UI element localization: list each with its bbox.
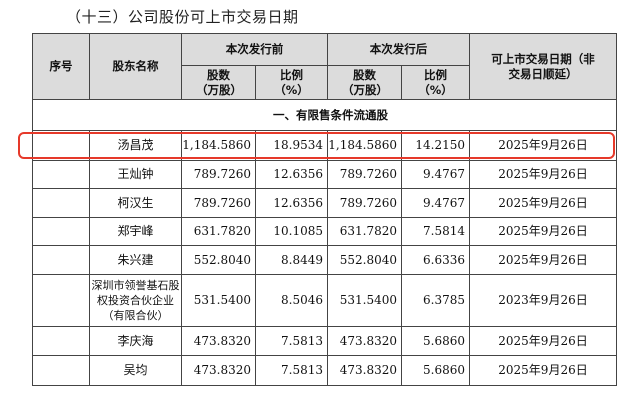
cell-shares-after: 631.7820 <box>327 217 402 246</box>
cell-ratio-before: 12.6356 <box>255 160 328 189</box>
header-holder-name: 股东名称 <box>89 33 182 100</box>
document-section-title: （十三）公司股份可上市交易日期 <box>66 8 299 26</box>
table-row: 汤昌茂 1,184.5860 18.9534 1,184.5860 14.2150 202… <box>32 130 617 161</box>
header-shares-before-text: 股数（万股） <box>196 67 242 97</box>
table-row: 柯汉生 789.7260 12.6356 789.7260 9.4767 2025年9月2… <box>32 188 617 218</box>
cell-ratio-after: 9.4767 <box>401 160 470 189</box>
cell-holder-name: 吴均 <box>89 355 182 386</box>
cell-listing-date: 2025年9月26日 <box>469 355 617 386</box>
cell-shares-after: 473.8320 <box>327 326 402 356</box>
cell-listing-date: 2025年9月26日 <box>469 160 617 189</box>
cell-shares-after: 531.5400 <box>327 274 402 327</box>
cell-ratio-before: 18.9534 <box>255 130 328 161</box>
cell-holder-name: 朱兴建 <box>89 245 182 275</box>
cell-ratio-before: 8.8449 <box>255 245 328 275</box>
cell-ratio-before: 7.5813 <box>255 326 328 356</box>
cell-listing-date: 2025年9月26日 <box>469 217 617 246</box>
cell-ratio-before: 8.5046 <box>255 274 328 327</box>
cell-ratio-after: 14.2150 <box>401 130 470 161</box>
cell-listing-date: 2023年9月26日 <box>469 274 617 327</box>
table-row: 吴均 473.8320 7.5813 473.8320 5.6860 2025年9月26日 <box>32 355 617 386</box>
cell-holder-name: 深圳市领誉基石股权投资合伙企业（有限合伙） <box>89 274 182 327</box>
cell-holder-name: 李庆海 <box>89 326 182 356</box>
cell-holder-name: 郑宇峰 <box>89 217 182 246</box>
header-shares-after-text: 股数（万股） <box>342 67 388 97</box>
cell-shares-before: 789.7260 <box>181 188 256 218</box>
cell-ratio-after: 7.5814 <box>401 217 470 246</box>
cell-listing-date: 2025年9月26日 <box>469 130 617 161</box>
cell-ratio-after: 5.6860 <box>401 355 470 386</box>
cell-ratio-after: 5.6860 <box>401 326 470 356</box>
header-ratio-after-text: 比例（%） <box>418 67 453 97</box>
cell-seq <box>32 130 90 161</box>
table-row: 李庆海 473.8320 7.5813 473.8320 5.6860 2025年9月26… <box>32 326 617 356</box>
cell-holder-name: 柯汉生 <box>89 188 182 218</box>
header-ratio-after: 比例（%） <box>401 65 470 100</box>
cell-ratio-after: 6.6336 <box>401 245 470 275</box>
cell-shares-before: 789.7260 <box>181 160 256 189</box>
cell-ratio-before: 10.1085 <box>255 217 328 246</box>
cell-listing-date: 2025年9月26日 <box>469 326 617 356</box>
header-shares-before: 股数（万股） <box>181 65 256 100</box>
cell-seq <box>32 274 90 327</box>
cell-shares-before: 473.8320 <box>181 326 256 356</box>
cell-shares-before: 552.8040 <box>181 245 256 275</box>
header-after-issue: 本次发行后 <box>327 33 470 66</box>
cell-seq <box>32 160 90 189</box>
table-row: 郑宇峰 631.7820 10.1085 631.7820 7.5814 2025年9月2… <box>32 217 617 246</box>
cell-shares-before: 473.8320 <box>181 355 256 386</box>
cell-seq <box>32 355 90 386</box>
header-seq: 序号 <box>32 33 90 100</box>
header-ratio-before-text: 比例（%） <box>274 67 309 97</box>
header-listing-date: 可上市交易日期（非交易日顺延） <box>469 33 617 100</box>
cell-shares-before: 1,184.5860 <box>181 130 256 161</box>
header-ratio-before: 比例（%） <box>255 65 328 100</box>
cell-seq <box>32 217 90 246</box>
cell-shares-after: 552.8040 <box>327 245 402 275</box>
header-shares-after: 股数（万股） <box>327 65 402 100</box>
cell-shares-after: 789.7260 <box>327 188 402 218</box>
cell-ratio-before: 7.5813 <box>255 355 328 386</box>
header-listing-date-text: 可上市交易日期（非交易日顺延） <box>491 51 595 81</box>
cell-seq <box>32 326 90 356</box>
header-before-issue: 本次发行前 <box>181 33 328 66</box>
cell-shares-after: 473.8320 <box>327 355 402 386</box>
table-row: 王灿钟 789.7260 12.6356 789.7260 9.4767 2025年9月2… <box>32 160 617 189</box>
cell-holder-name: 王灿钟 <box>89 160 182 189</box>
cell-seq <box>32 245 90 275</box>
cell-shares-before: 531.5400 <box>181 274 256 327</box>
section-restricted-shares: 一、有限售条件流通股 <box>32 99 617 131</box>
cell-ratio-after: 6.3785 <box>401 274 470 327</box>
cell-listing-date: 2025年9月26日 <box>469 245 617 275</box>
cell-holder-name: 汤昌茂 <box>89 130 182 161</box>
table-row: 深圳市领誉基石股权投资合伙企业（有限合伙） 531.5400 8.5046 531.5… <box>32 274 617 327</box>
cell-shares-before: 631.7820 <box>181 217 256 246</box>
cell-seq <box>32 188 90 218</box>
cell-shares-after: 789.7260 <box>327 160 402 189</box>
share-listing-table: 序号 股东名称 本次发行前 本次发行后 可上市交易日期（非交易日顺延） 股数（万… <box>32 33 617 386</box>
cell-ratio-after: 9.4767 <box>401 188 470 218</box>
cell-ratio-before: 12.6356 <box>255 188 328 218</box>
table-row: 朱兴建 552.8040 8.8449 552.8040 6.6336 2025年9月26… <box>32 245 617 275</box>
cell-shares-after: 1,184.5860 <box>327 130 402 161</box>
cell-listing-date: 2025年9月26日 <box>469 188 617 218</box>
